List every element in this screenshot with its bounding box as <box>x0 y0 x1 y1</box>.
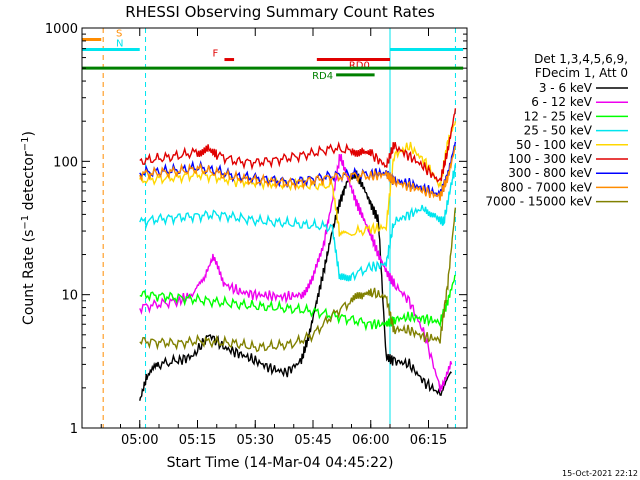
legend-label-6: 300 - 800 keV <box>508 166 592 180</box>
y-tick-label-2: 100 <box>53 155 78 170</box>
plot-area: SN F RD0 RD4 <box>82 28 464 428</box>
legend: Det 1,3,4,5,6,9, FDecim 1, Att 0 3 - 6 k… <box>485 52 628 209</box>
series-line-4 <box>139 121 457 237</box>
legend-header-line-2: FDecim 1, Att 0 <box>535 66 628 80</box>
y-axis-ticks: 1 10 100 1000 <box>45 22 467 437</box>
series-lines <box>139 108 457 401</box>
legend-label-3: 25 - 50 keV <box>524 124 593 138</box>
legend-label-1: 6 - 12 keV <box>531 95 593 109</box>
x-axis-label: Start Time (14-Mar-04 04:45:22) <box>167 455 394 471</box>
legend-label-0: 3 - 6 keV <box>539 81 593 95</box>
flag-label-2: F <box>212 49 218 60</box>
legend-label-2: 12 - 25 keV <box>524 109 593 123</box>
x-tick-label-3: 05:45 <box>294 433 331 448</box>
x-axis-ticks: 05:00 05:15 05:30 05:45 06:00 06:15 <box>81 28 468 448</box>
y-axis-label-main: Count Rate (s <box>21 230 37 325</box>
y-axis-label-end: ) <box>21 131 37 136</box>
flag-label-3: RD0 <box>349 61 370 72</box>
series-line-5 <box>139 108 457 183</box>
y-tick-label-3: 1000 <box>45 22 78 37</box>
legend-header-line-1: Det 1,3,4,5,6,9, <box>534 52 628 66</box>
series-line-1 <box>139 153 453 392</box>
legend-label-5: 100 - 300 keV <box>508 152 592 166</box>
y-tick-label-1: 10 <box>61 289 78 304</box>
y-axis-label-mid: detector <box>21 151 37 215</box>
x-tick-label-4: 06:00 <box>352 433 389 448</box>
y-tick-label-0: 1 <box>70 422 78 437</box>
y-axis-label-sup1: −1 <box>20 215 31 230</box>
y-axis-label-sup2: −1 <box>20 137 31 152</box>
legend-label-4: 50 - 100 keV <box>516 138 593 152</box>
generation-timestamp: 15-Oct-2021 22:12 <box>562 469 638 478</box>
x-tick-label-0: 05:00 <box>121 433 158 448</box>
series-line-3 <box>139 164 457 282</box>
y-axis-label: Count Rate (s−1 detector−1) <box>20 131 38 325</box>
flag-label-1: N <box>116 38 123 49</box>
series-line-7 <box>139 145 457 201</box>
legend-label-8: 7000 - 15000 keV <box>485 195 592 209</box>
x-tick-label-5: 06:15 <box>410 433 447 448</box>
series-line-8 <box>139 207 457 353</box>
x-tick-label-1: 05:15 <box>179 433 216 448</box>
series-line-2 <box>139 274 456 332</box>
flag-label-0: S <box>116 28 122 39</box>
flag-label-6: RD4 <box>312 71 333 82</box>
chart-title: RHESSI Observing Summary Count Rates <box>125 3 435 21</box>
legend-label-7: 800 - 7000 keV <box>501 180 593 194</box>
flag-bars: SN F RD0 RD4 <box>82 28 464 82</box>
x-tick-label-2: 05:30 <box>237 433 274 448</box>
series-line-0 <box>139 169 452 401</box>
